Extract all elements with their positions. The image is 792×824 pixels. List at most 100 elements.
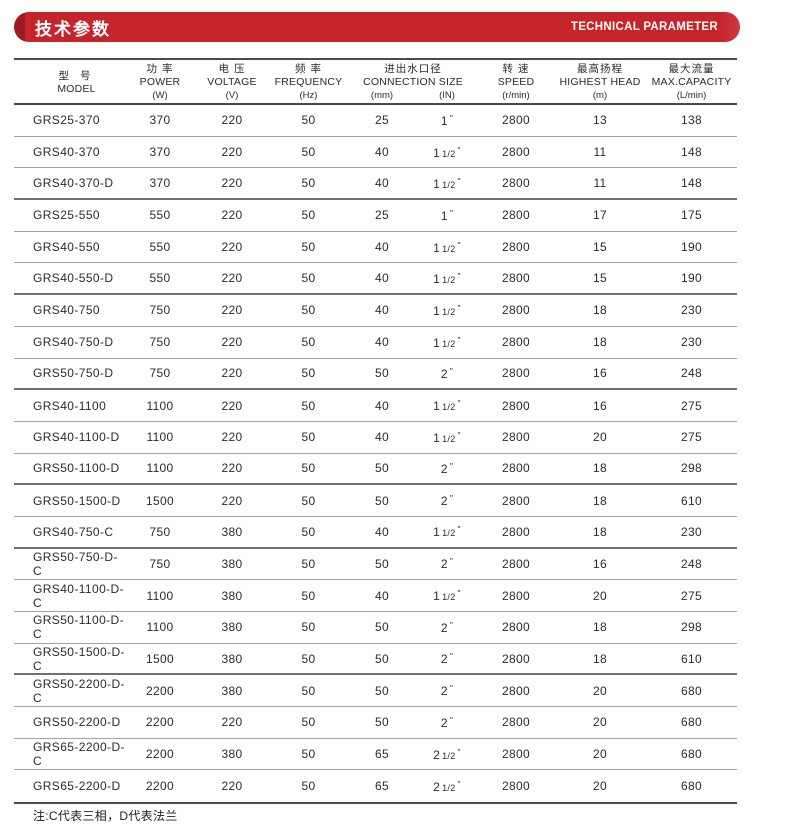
cell-speed: 2800 bbox=[502, 366, 530, 381]
cell-power: 1100 bbox=[146, 398, 174, 413]
cell-connection-mm: 40 bbox=[375, 430, 389, 445]
cell-voltage: 380 bbox=[221, 683, 243, 698]
cell-highest-head: 17 bbox=[593, 208, 607, 223]
cell-voltage: 380 bbox=[221, 651, 243, 666]
cell-power: 1100 bbox=[146, 620, 174, 635]
cell-connection-mm: 50 bbox=[375, 620, 389, 635]
table-row: GRS25-550 550 220 50 25 1 " 2800 17 175 bbox=[14, 200, 737, 232]
cell-frequency: 50 bbox=[301, 747, 316, 762]
cell-frequency: 50 bbox=[301, 208, 316, 223]
cell-connection-mm: 40 bbox=[375, 588, 389, 603]
table-row: GRS40-370 370 220 50 40 1 1/2 " 2800 11 148 bbox=[14, 137, 737, 169]
cell-model: GRS50-750-D-C bbox=[33, 549, 118, 578]
column-header-highest-head: 最高扬程 HIGHEST HEAD (m) bbox=[559, 63, 641, 101]
table-row: GRS50-1500-D 1500 220 50 50 2 " 2800 18 610 bbox=[14, 485, 737, 517]
cell-speed: 2800 bbox=[502, 493, 530, 508]
column-header-power: 功 率 POWER (W) bbox=[139, 63, 181, 101]
cell-speed: 2800 bbox=[502, 271, 530, 286]
cell-model: GRS50-1100-D bbox=[33, 461, 120, 476]
cell-frequency: 50 bbox=[301, 556, 316, 571]
cell-highest-head: 20 bbox=[593, 779, 607, 794]
cell-model: GRS40-370-D bbox=[33, 176, 114, 191]
cell-frequency: 50 bbox=[301, 620, 316, 635]
unit-in: (IN) bbox=[439, 90, 455, 101]
cell-connection-mm: 40 bbox=[375, 145, 389, 160]
cell-power: 750 bbox=[149, 366, 171, 381]
cell-speed: 2800 bbox=[502, 430, 530, 445]
table-row: GRS40-550 550 220 50 40 1 1/2 " 2800 15 190 bbox=[14, 232, 737, 264]
cell-connection-in: 1 1/2 " bbox=[433, 588, 461, 604]
cell-model: GRS65-2200-D-C bbox=[33, 740, 125, 769]
cell-speed: 2800 bbox=[502, 398, 530, 413]
table-row: GRS25-370 370 220 50 25 1 " 2800 13 138 bbox=[14, 105, 737, 137]
cell-connection-in: 2 " bbox=[440, 619, 454, 635]
cell-highest-head: 18 bbox=[593, 620, 607, 635]
cell-max-capacity: 190 bbox=[681, 240, 702, 255]
cell-frequency: 50 bbox=[301, 271, 316, 286]
column-header-voltage: 电 压 VOLTAGE (V) bbox=[207, 63, 257, 101]
cell-power: 1100 bbox=[146, 430, 174, 445]
table-body: GRS25-370 370 220 50 25 1 " 2800 13 138 GRS40-370 3… bbox=[14, 105, 737, 805]
cell-frequency: 50 bbox=[301, 176, 316, 191]
cell-max-capacity: 248 bbox=[681, 556, 702, 571]
cell-highest-head: 11 bbox=[593, 145, 607, 160]
cell-speed: 2800 bbox=[502, 620, 530, 635]
cell-highest-head: 16 bbox=[593, 556, 607, 571]
technical-parameter-table: 型 号 MODEL 功 率 POWER (W) 电 压 VOLTAGE (V) … bbox=[14, 58, 737, 805]
cell-highest-head: 18 bbox=[593, 524, 607, 539]
cell-frequency: 50 bbox=[301, 461, 316, 476]
cell-highest-head: 18 bbox=[593, 335, 607, 350]
cell-frequency: 50 bbox=[301, 524, 316, 539]
cell-frequency: 50 bbox=[301, 430, 316, 445]
cell-power: 2200 bbox=[146, 683, 174, 698]
cell-speed: 2800 bbox=[502, 651, 530, 666]
table-row: GRS40-750-C 750 380 50 40 1 1/2 " 2800 18 230 bbox=[14, 517, 737, 549]
cell-speed: 2800 bbox=[502, 461, 530, 476]
table-row: GRS50-1100-D-C 1100 380 50 50 2 " 2800 18 298 bbox=[14, 612, 737, 644]
cell-highest-head: 16 bbox=[593, 398, 607, 413]
cell-highest-head: 11 bbox=[593, 176, 607, 191]
cell-power: 370 bbox=[149, 145, 171, 160]
cell-max-capacity: 610 bbox=[681, 651, 702, 666]
cell-frequency: 50 bbox=[301, 113, 316, 128]
column-header-max-capacity: 最大流量 MAX.CAPACITY (L/min) bbox=[651, 63, 732, 101]
footnote: 注:C代表三相，D代表法兰 bbox=[33, 809, 178, 823]
table-row: GRS65-2200-D 2200 220 50 65 2 1/2 " 2800 20 680 bbox=[14, 770, 737, 802]
cell-model: GRS40-550 bbox=[33, 240, 100, 255]
cell-connection-mm: 25 bbox=[375, 208, 389, 223]
cell-max-capacity: 680 bbox=[681, 683, 702, 698]
cell-max-capacity: 148 bbox=[681, 145, 702, 160]
cell-max-capacity: 230 bbox=[681, 335, 702, 350]
cell-highest-head: 15 bbox=[593, 271, 607, 286]
cell-model: GRS40-750-C bbox=[33, 524, 114, 539]
cell-voltage: 220 bbox=[221, 208, 243, 223]
cell-speed: 2800 bbox=[502, 683, 530, 698]
cell-connection-mm: 50 bbox=[375, 461, 389, 476]
cell-model: GRS25-550 bbox=[33, 208, 100, 223]
cell-max-capacity: 680 bbox=[681, 779, 702, 794]
cell-frequency: 50 bbox=[301, 715, 316, 730]
cell-power: 1100 bbox=[146, 461, 174, 476]
cell-connection-in: 1 1/2 " bbox=[433, 429, 461, 445]
cell-max-capacity: 230 bbox=[681, 524, 702, 539]
cell-highest-head: 20 bbox=[593, 747, 607, 762]
cell-connection-in: 1 1/2 " bbox=[433, 270, 461, 286]
cell-connection-mm: 40 bbox=[375, 524, 389, 539]
table-row: GRS50-2200-D 2200 220 50 50 2 " 2800 20 680 bbox=[14, 707, 737, 739]
cell-connection-in: 1 1/2 " bbox=[433, 524, 461, 540]
cell-connection-in: 1 1/2 " bbox=[433, 239, 461, 255]
cell-highest-head: 20 bbox=[593, 683, 607, 698]
cell-speed: 2800 bbox=[502, 588, 530, 603]
cell-voltage: 220 bbox=[221, 461, 243, 476]
cell-power: 2200 bbox=[146, 779, 174, 794]
cell-highest-head: 18 bbox=[593, 303, 607, 318]
cell-connection-mm: 40 bbox=[375, 335, 389, 350]
cell-max-capacity: 298 bbox=[681, 461, 702, 476]
cell-model: GRS40-370 bbox=[33, 145, 100, 160]
table-row: GRS50-1100-D 1100 220 50 50 2 " 2800 18 298 bbox=[14, 454, 737, 486]
cell-model: GRS40-1100-D-C bbox=[33, 581, 125, 610]
cell-connection-in: 1 1/2 " bbox=[433, 302, 461, 318]
cell-voltage: 220 bbox=[221, 335, 243, 350]
cell-max-capacity: 248 bbox=[681, 366, 702, 381]
cell-voltage: 380 bbox=[221, 588, 243, 603]
